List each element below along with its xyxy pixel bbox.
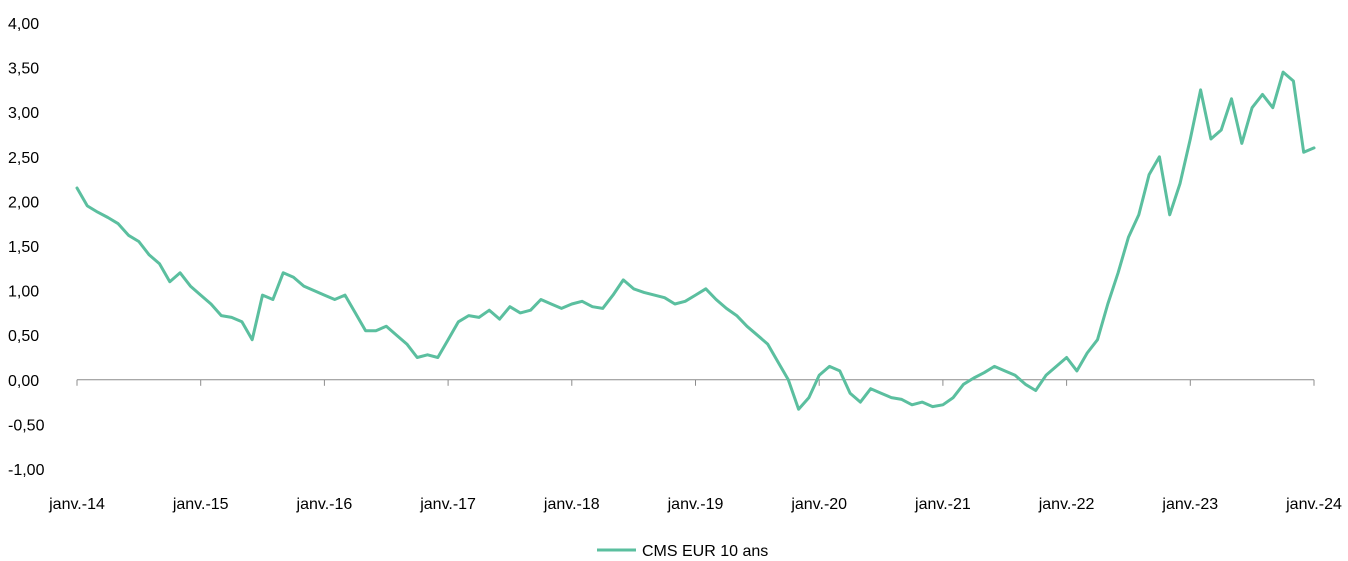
series-layer bbox=[75, 70, 1316, 411]
legend-label: CMS EUR 10 ans bbox=[642, 543, 768, 560]
x-tick-label: janv.-16 bbox=[296, 496, 353, 513]
x-tick-label: janv.-21 bbox=[914, 496, 971, 513]
x-tick-label: janv.-15 bbox=[172, 496, 229, 513]
x-tick-label: janv.-17 bbox=[419, 496, 476, 513]
y-axis-ticks: 4,00 3,50 3,00 2,50 2,00 1,50 1,00 0,50 0,00 -0,5… bbox=[8, 16, 45, 479]
x-tick-label: janv.-14 bbox=[48, 496, 105, 513]
y-tick-label: 2,00 bbox=[8, 194, 39, 211]
x-tick-label: janv.-18 bbox=[543, 496, 600, 513]
y-tick-label: 1,00 bbox=[8, 284, 39, 301]
x-tick-label: janv.-23 bbox=[1161, 496, 1218, 513]
x-tick-label: janv.-20 bbox=[790, 496, 847, 513]
x-axis: janv.-14 janv.-15 janv.-16 janv.-17 janv.-18… bbox=[48, 379, 1342, 513]
y-tick-label: 4,00 bbox=[8, 16, 39, 33]
y-tick-label: -0,50 bbox=[8, 417, 45, 434]
y-tick-label: 0,50 bbox=[8, 328, 39, 345]
legend: CMS EUR 10 ans bbox=[597, 543, 768, 560]
y-tick-label: 3,50 bbox=[8, 61, 39, 78]
series-line bbox=[75, 70, 1316, 411]
y-tick-label: 0,00 bbox=[8, 373, 39, 390]
y-tick-label: 2,50 bbox=[8, 150, 39, 167]
y-tick-label: 3,00 bbox=[8, 105, 39, 122]
x-tick-label: janv.-19 bbox=[667, 496, 724, 513]
y-tick-label: 1,50 bbox=[8, 239, 39, 256]
y-tick-label: -1,00 bbox=[8, 462, 45, 479]
x-tick-label: janv.-24 bbox=[1285, 496, 1342, 513]
x-tick-label: janv.-22 bbox=[1038, 496, 1095, 513]
